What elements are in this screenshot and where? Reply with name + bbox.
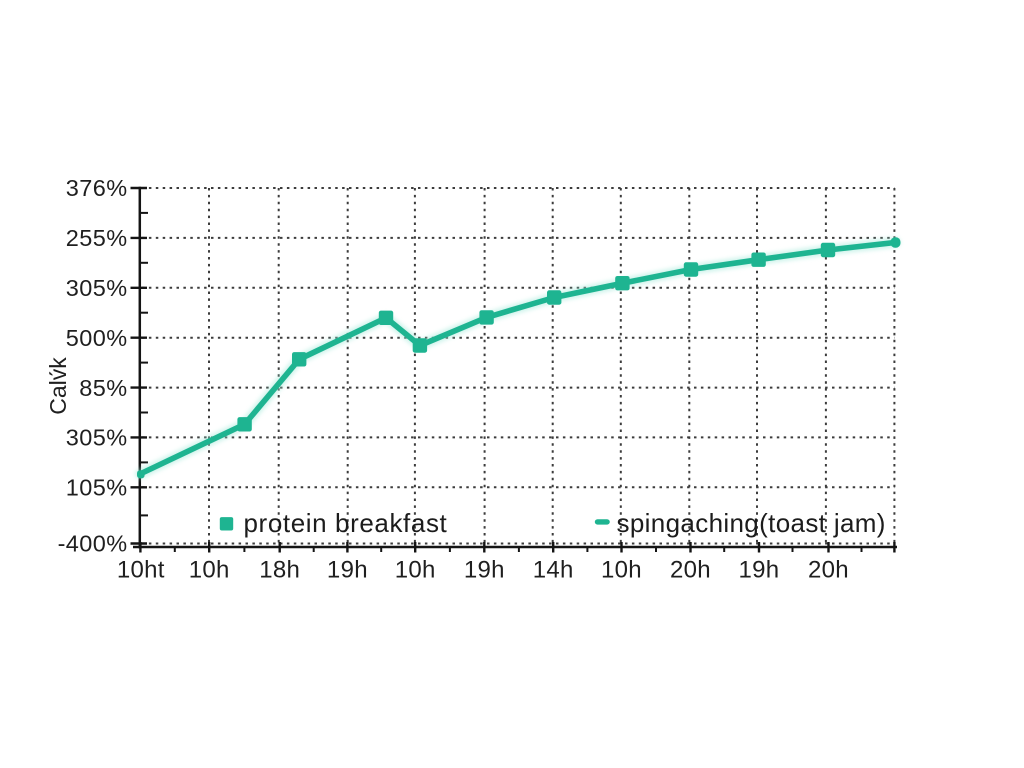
svg-text:10h: 10h: [601, 557, 642, 584]
svg-text:20h: 20h: [808, 557, 849, 584]
svg-text:-400%: -400%: [58, 531, 128, 557]
svg-text:20h: 20h: [670, 557, 711, 584]
svg-text:105%: 105%: [66, 475, 128, 501]
svg-text:10h: 10h: [189, 557, 230, 584]
svg-text:85%: 85%: [79, 375, 127, 401]
svg-text:10h: 10h: [395, 557, 436, 584]
svg-text:19h: 19h: [327, 557, 368, 584]
svg-text:500%: 500%: [66, 325, 128, 351]
svg-text:19h: 19h: [464, 557, 505, 584]
svg-text:spingaching(toast jam): spingaching(toast jam): [617, 508, 886, 538]
svg-text:14h: 14h: [533, 557, 574, 584]
svg-text:255%: 255%: [66, 225, 128, 251]
svg-text:376%: 376%: [66, 175, 128, 201]
svg-text:19h: 19h: [739, 557, 780, 584]
svg-text:305%: 305%: [66, 425, 128, 451]
svg-text:305%: 305%: [66, 275, 128, 301]
svg-text:18h: 18h: [259, 557, 300, 584]
svg-text:10ht: 10ht: [117, 557, 165, 584]
svg-text:protein breakfast: protein breakfast: [244, 508, 448, 538]
svg-text:Calv́k: Calv́k: [45, 357, 71, 415]
